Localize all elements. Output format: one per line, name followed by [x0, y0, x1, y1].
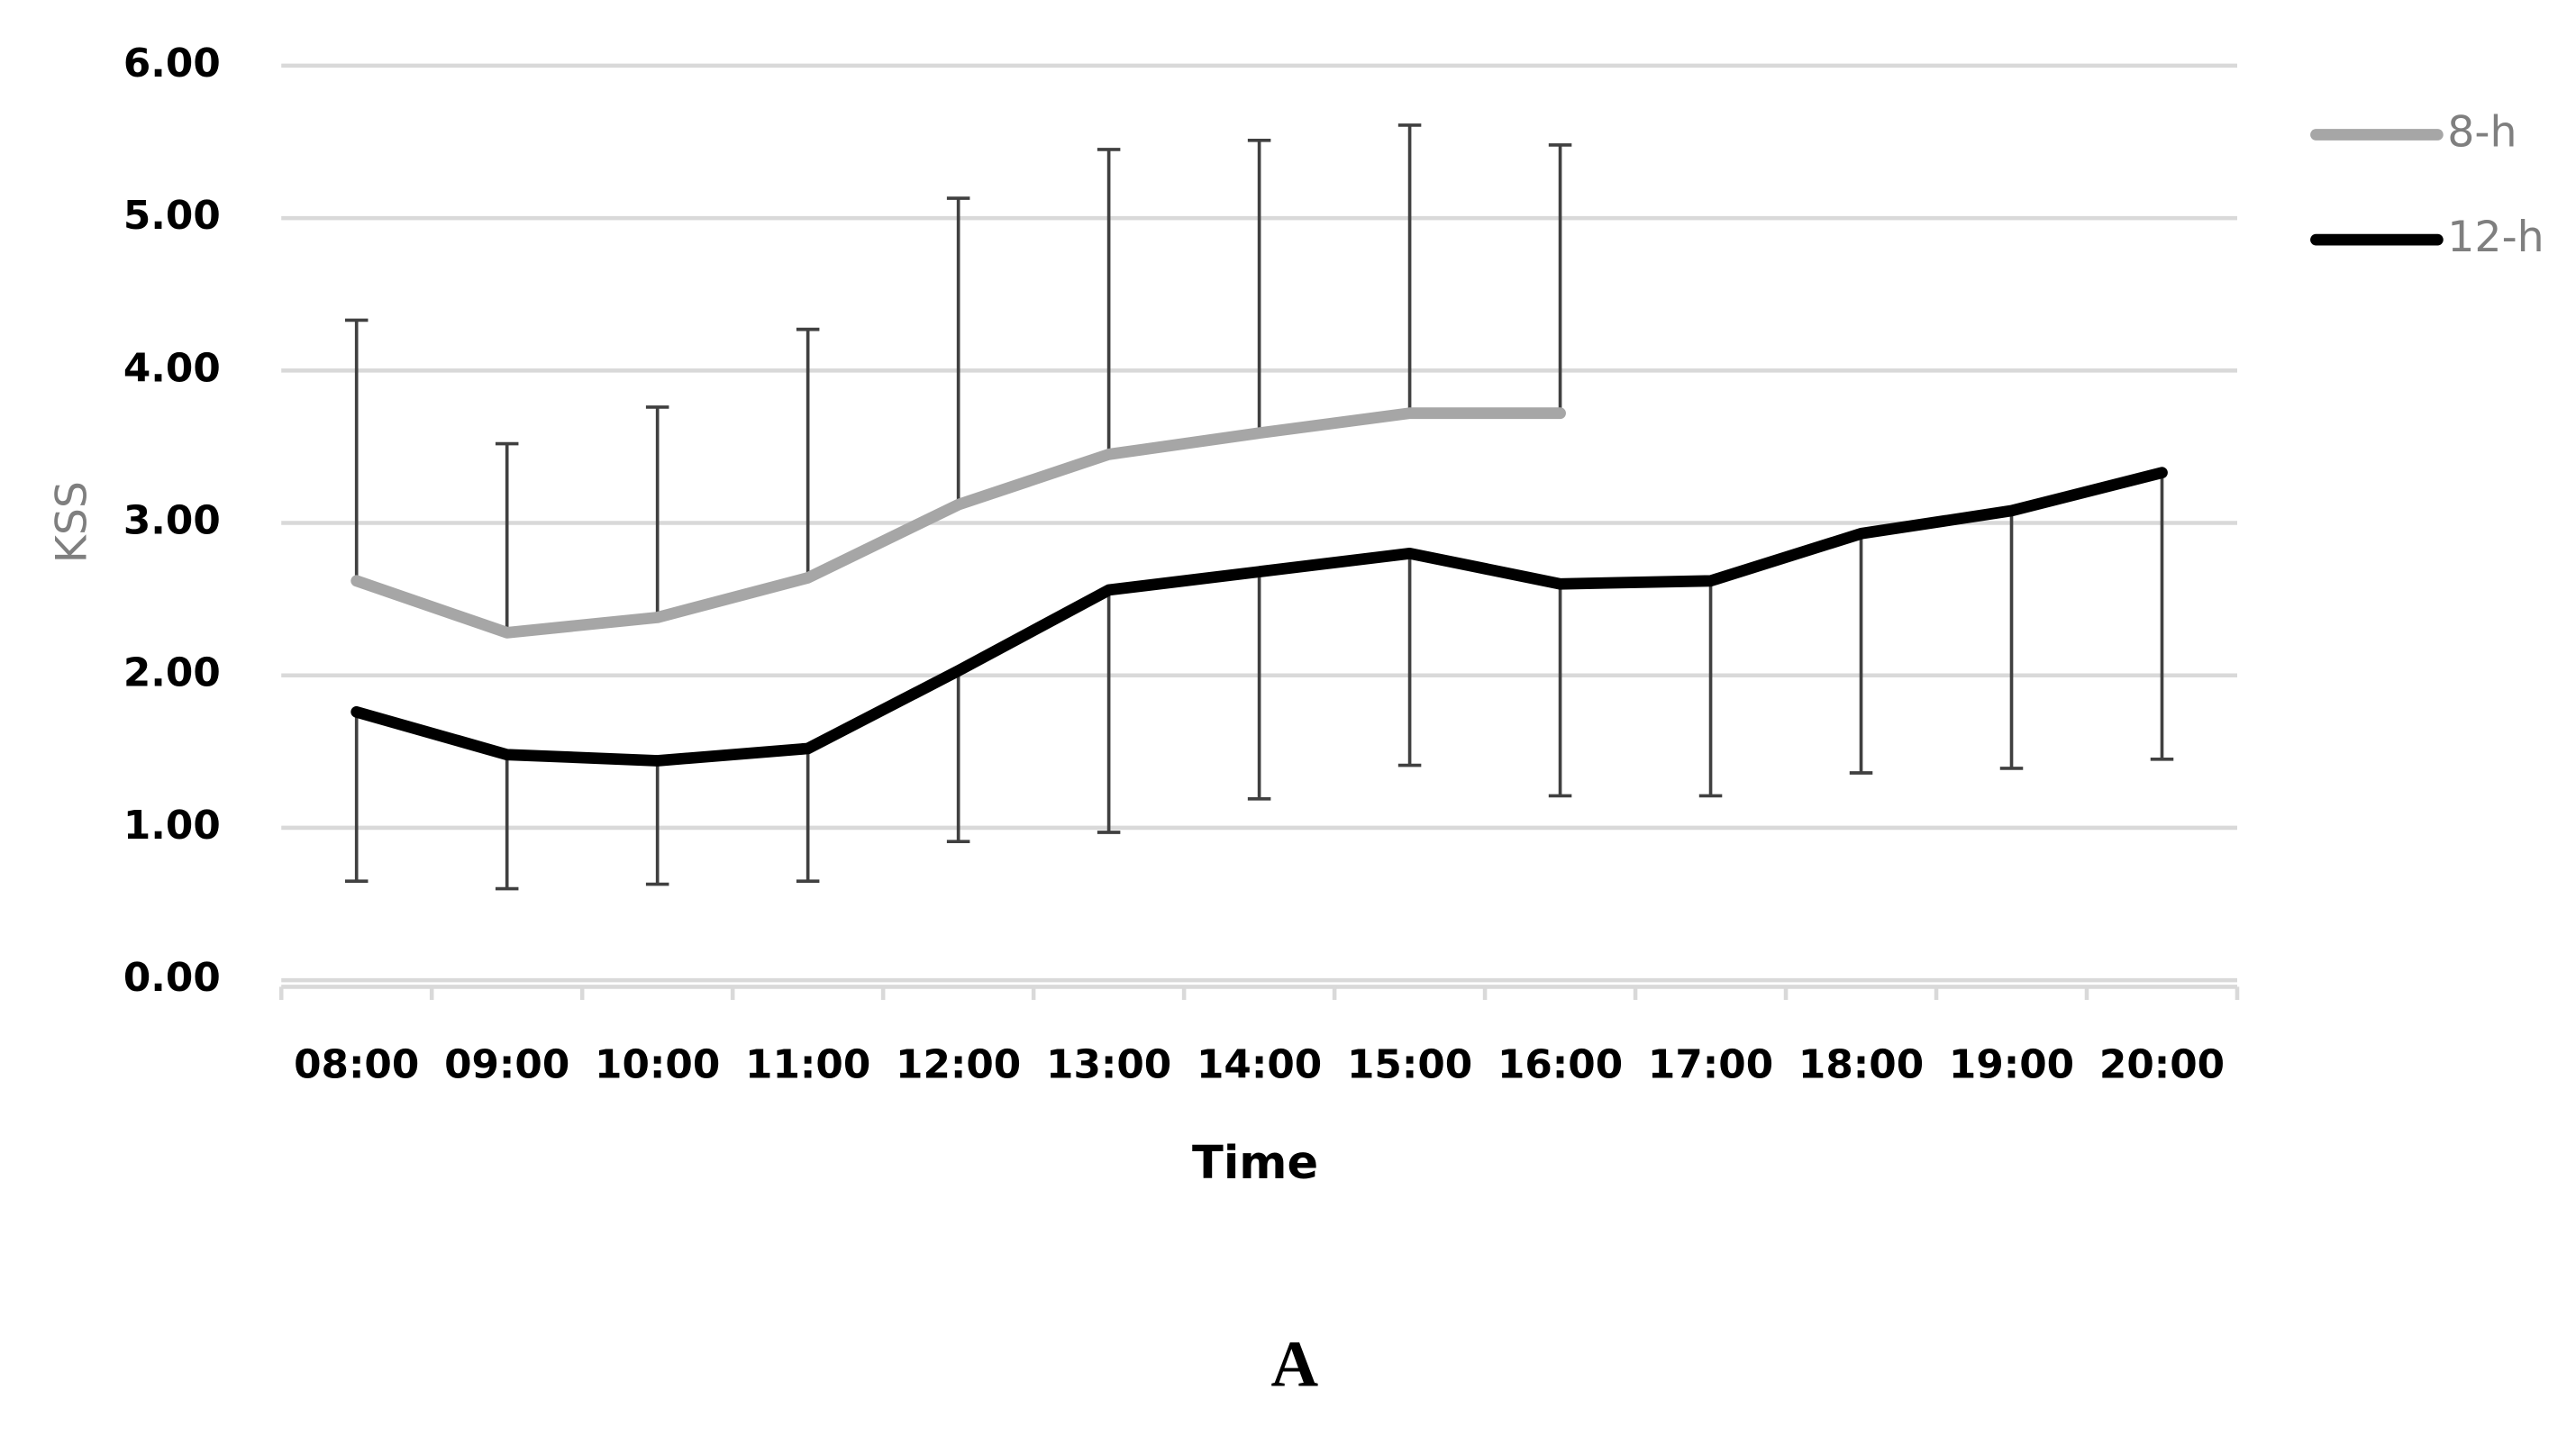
x-tick-label: 12:00 [896, 1042, 1021, 1088]
x-tick-label: 17:00 [1648, 1042, 1773, 1088]
x-tick-label: 16:00 [1497, 1042, 1623, 1088]
x-tick-label: 18:00 [1798, 1042, 1924, 1088]
series-line [350, 467, 2168, 767]
x-tick-label: 13:00 [1046, 1042, 1171, 1088]
y-tick-label: 4.00 [123, 345, 221, 391]
caption: A [1270, 1328, 1318, 1401]
y-tick-label: 0.00 [123, 955, 221, 1001]
y-tick-label: 6.00 [123, 41, 221, 86]
x-tick-label: 08:00 [294, 1042, 419, 1088]
x-tick-label: 15:00 [1347, 1042, 1472, 1088]
y-tick-label: 3.00 [123, 498, 221, 544]
x-tick-label: 19:00 [1949, 1042, 2074, 1088]
x-tick-label: 10:00 [595, 1042, 720, 1088]
y-tick-label: 2.00 [123, 650, 221, 696]
y-tick-label: 1.00 [123, 803, 221, 849]
x-tick-label: 09:00 [444, 1042, 569, 1088]
y-axis-label: KSS [48, 481, 97, 563]
x-tick-label: 11:00 [745, 1042, 870, 1088]
legend-label: 12-h [2447, 213, 2544, 262]
x-tick-label: 20:00 [2099, 1042, 2225, 1088]
x-tick-label: 14:00 [1197, 1042, 1322, 1088]
legend-label: 8-h [2447, 107, 2517, 157]
series-line [350, 407, 1566, 639]
x-axis-label: Time [1192, 1137, 1318, 1190]
y-tick-label: 5.00 [123, 193, 221, 239]
